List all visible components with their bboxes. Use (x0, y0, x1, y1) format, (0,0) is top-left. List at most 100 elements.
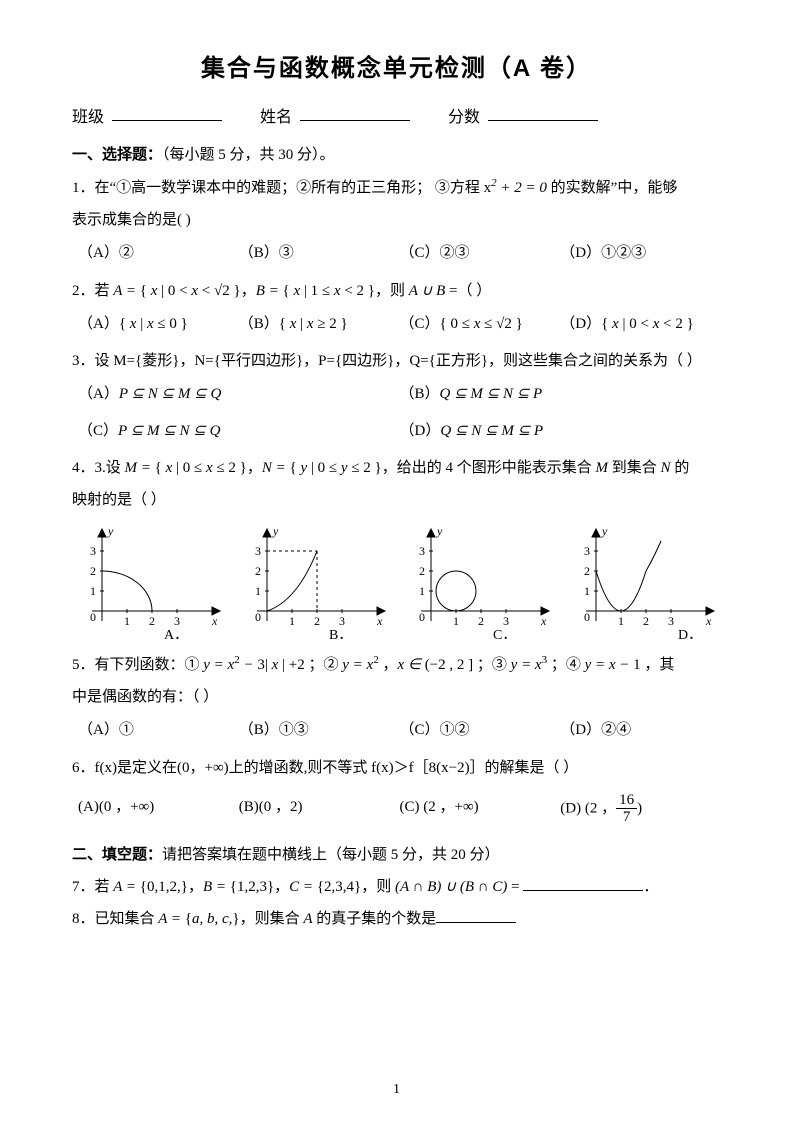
graph-b: 0 123 123 xy B． (237, 521, 392, 641)
q6-d-prefix: (D) (2 ， (560, 800, 616, 816)
svg-text:1: 1 (419, 584, 425, 598)
question-7: 7．若 A = {0,1,2,}，B = {1,2,3}，C = {2,3,4}… (72, 872, 721, 902)
question-6: 6．f(x)是定义在(0，+∞)上的增函数,则不等式 f(x)＞f［8(x−2)… (72, 753, 721, 783)
svg-text:2: 2 (643, 614, 649, 628)
q4-line2: 映射的是（ ） (72, 485, 721, 515)
q2-opt-a[interactable]: （A）{ x | x ≤ 0 } (78, 310, 239, 339)
q1-opt-d[interactable]: （D）①②③ (560, 239, 721, 268)
svg-text:y: y (272, 524, 279, 538)
svg-text:0: 0 (419, 610, 425, 624)
question-1: 1．在“①高一数学课本中的难题；②所有的正三角形； ③方程 x2 + 2 = 0… (72, 172, 721, 203)
q1-opt-c[interactable]: （C）②③ (400, 239, 561, 268)
q5-opt-a[interactable]: （A）① (78, 716, 239, 745)
q1-options: （A）② （B）③ （C）②③ （D）①②③ (78, 239, 721, 268)
q4-text-a: 4．3.设 (72, 460, 125, 476)
q6-d-frac: 167 (616, 793, 637, 826)
page-title: 集合与函数概念单元检测（A 卷） (72, 48, 721, 83)
q2-opt-d[interactable]: （D）{ x | 0 < x < 2 } (560, 310, 721, 339)
q3-opt-d[interactable]: （D）Q ⊆ N ⊆ M ⊆ P (400, 417, 722, 446)
q4-text-b: ，给出的 4 个图形中能表示集合 M 到集合 N 的 (382, 460, 690, 476)
q7-blank[interactable] (523, 876, 643, 891)
svg-text:1: 1 (124, 614, 130, 628)
svg-text:3: 3 (419, 544, 425, 558)
question-5-l2: 中是偶函数的有：（ ） (72, 682, 721, 712)
q6-opt-d[interactable]: (D) (2 ，167) (560, 793, 721, 826)
svg-text:3: 3 (584, 544, 590, 558)
name-blank[interactable] (300, 103, 410, 121)
section-1-heading: 一、选择题：（每小题 5 分，共 30 分）。 (72, 143, 721, 164)
svg-text:x: x (376, 614, 383, 628)
q6-options: (A)(0 ，+∞) (B)(0 ，2) (C) (2 ，+∞) (D) (2 … (78, 793, 721, 826)
section-1-bold: 一、选择题： (72, 146, 162, 163)
svg-text:1: 1 (453, 614, 459, 628)
q5-opt-b[interactable]: （B）①③ (239, 716, 400, 745)
page-number: 1 (0, 1082, 793, 1098)
score-blank[interactable] (488, 103, 598, 121)
q6-opt-b[interactable]: (B)(0 ，2) (239, 793, 400, 826)
q3-opt-b[interactable]: （B）Q ⊆ M ⊆ N ⊆ P (400, 380, 722, 409)
q2-setB: B = { x | 1 ≤ x < 2 } (256, 283, 375, 299)
q3-options-row2: （C）P ⊆ M ⊆ N ⊆ Q （D）Q ⊆ N ⊆ M ⊆ P (78, 417, 721, 446)
q1-opt-a[interactable]: （A）② (78, 239, 239, 268)
svg-text:0: 0 (255, 610, 261, 624)
q2-opt-c[interactable]: （C）{ 0 ≤ x ≤ √2 } (400, 310, 561, 339)
svg-text:1: 1 (255, 584, 261, 598)
q4-setM: M = { x | 0 ≤ x ≤ 2 } (125, 460, 247, 476)
class-label: 班级 (72, 103, 104, 127)
graph-a: 0 123 123 xy A． (72, 521, 227, 641)
graph-d: 0 123 123 xy D． (566, 521, 721, 641)
svg-text:2: 2 (149, 614, 155, 628)
student-info-row: 班级 姓名 分数 (72, 103, 721, 127)
q1-opt-b[interactable]: （B）③ (239, 239, 400, 268)
q2-text-b: ，则 A ∪ B =（ ） (375, 283, 491, 299)
svg-text:3: 3 (90, 544, 96, 558)
svg-text:1: 1 (289, 614, 295, 628)
q7-period: ． (643, 879, 658, 895)
q3-options-row1: （A）P ⊆ N ⊆ M ⊆ Q （B）Q ⊆ M ⊆ N ⊆ P (78, 380, 721, 409)
q1-text-b: 的实数解”中，能够 (547, 180, 677, 196)
q2-setA: A = { x | 0 < x < √2 } (113, 283, 240, 299)
q5-options: （A）① （B）①③ （C）①② （D）②④ (78, 716, 721, 745)
svg-text:A．: A． (164, 628, 188, 641)
svg-text:2: 2 (314, 614, 320, 628)
svg-text:2: 2 (255, 564, 261, 578)
q4-comma: ， (247, 460, 262, 476)
question-3: 3．设 M={菱形}，N={平行四边形}，P={四边形}，Q={正方形}，则这些… (72, 346, 721, 376)
q5-opt-d[interactable]: （D）②④ (560, 716, 721, 745)
svg-text:x: x (211, 614, 218, 628)
q6-opt-c[interactable]: (C) (2 ，+∞) (400, 793, 561, 826)
svg-text:y: y (601, 524, 608, 538)
class-blank[interactable] (112, 103, 222, 121)
question-5-l1: 5．有下列函数：① y = x2 − 3| x | +2 ；② y = x2 ，… (72, 649, 721, 680)
svg-text:D．: D． (678, 628, 702, 641)
q4-setN: N = { y | 0 ≤ y ≤ 2 } (262, 460, 382, 476)
svg-text:1: 1 (584, 584, 590, 598)
svg-text:3: 3 (668, 614, 674, 628)
q2-opt-b[interactable]: （B）{ x | x ≥ 2 } (239, 310, 400, 339)
svg-text:2: 2 (478, 614, 484, 628)
q5-opt-c[interactable]: （C）①② (400, 716, 561, 745)
q3-opt-a[interactable]: （A）P ⊆ N ⊆ M ⊆ Q (78, 380, 400, 409)
q6-d-suffix: ) (637, 800, 642, 816)
q6-opt-a[interactable]: (A)(0 ，+∞) (78, 793, 239, 826)
question-8: 8．已知集合 A = {a, b, c,}，则集合 A 的真子集的个数是 (72, 904, 721, 934)
q1-text-a: 1．在“①高一数学课本中的难题；②所有的正三角形； ③方程 (72, 180, 484, 196)
svg-text:0: 0 (584, 610, 590, 624)
svg-text:2: 2 (419, 564, 425, 578)
svg-text:C．: C． (493, 628, 516, 641)
svg-text:2: 2 (90, 564, 96, 578)
section-2-bold: 二、填空题： (72, 846, 162, 863)
svg-text:B．: B． (329, 628, 352, 641)
svg-text:1: 1 (618, 614, 624, 628)
svg-text:y: y (107, 524, 114, 538)
svg-text:3: 3 (174, 614, 180, 628)
q3-opt-c[interactable]: （C）P ⊆ M ⊆ N ⊆ Q (78, 417, 400, 446)
svg-text:3: 3 (255, 544, 261, 558)
q4-graphs: 0 1 2 3 1 2 3 x y A． 0 1 2 3 1 2 3 x y (72, 521, 721, 641)
q2-comma: ， (241, 283, 256, 299)
name-label: 姓名 (260, 103, 292, 127)
q2-text-a: 2．若 (72, 283, 113, 299)
svg-text:1: 1 (90, 584, 96, 598)
svg-text:y: y (436, 524, 443, 538)
q8-blank[interactable] (436, 908, 516, 923)
